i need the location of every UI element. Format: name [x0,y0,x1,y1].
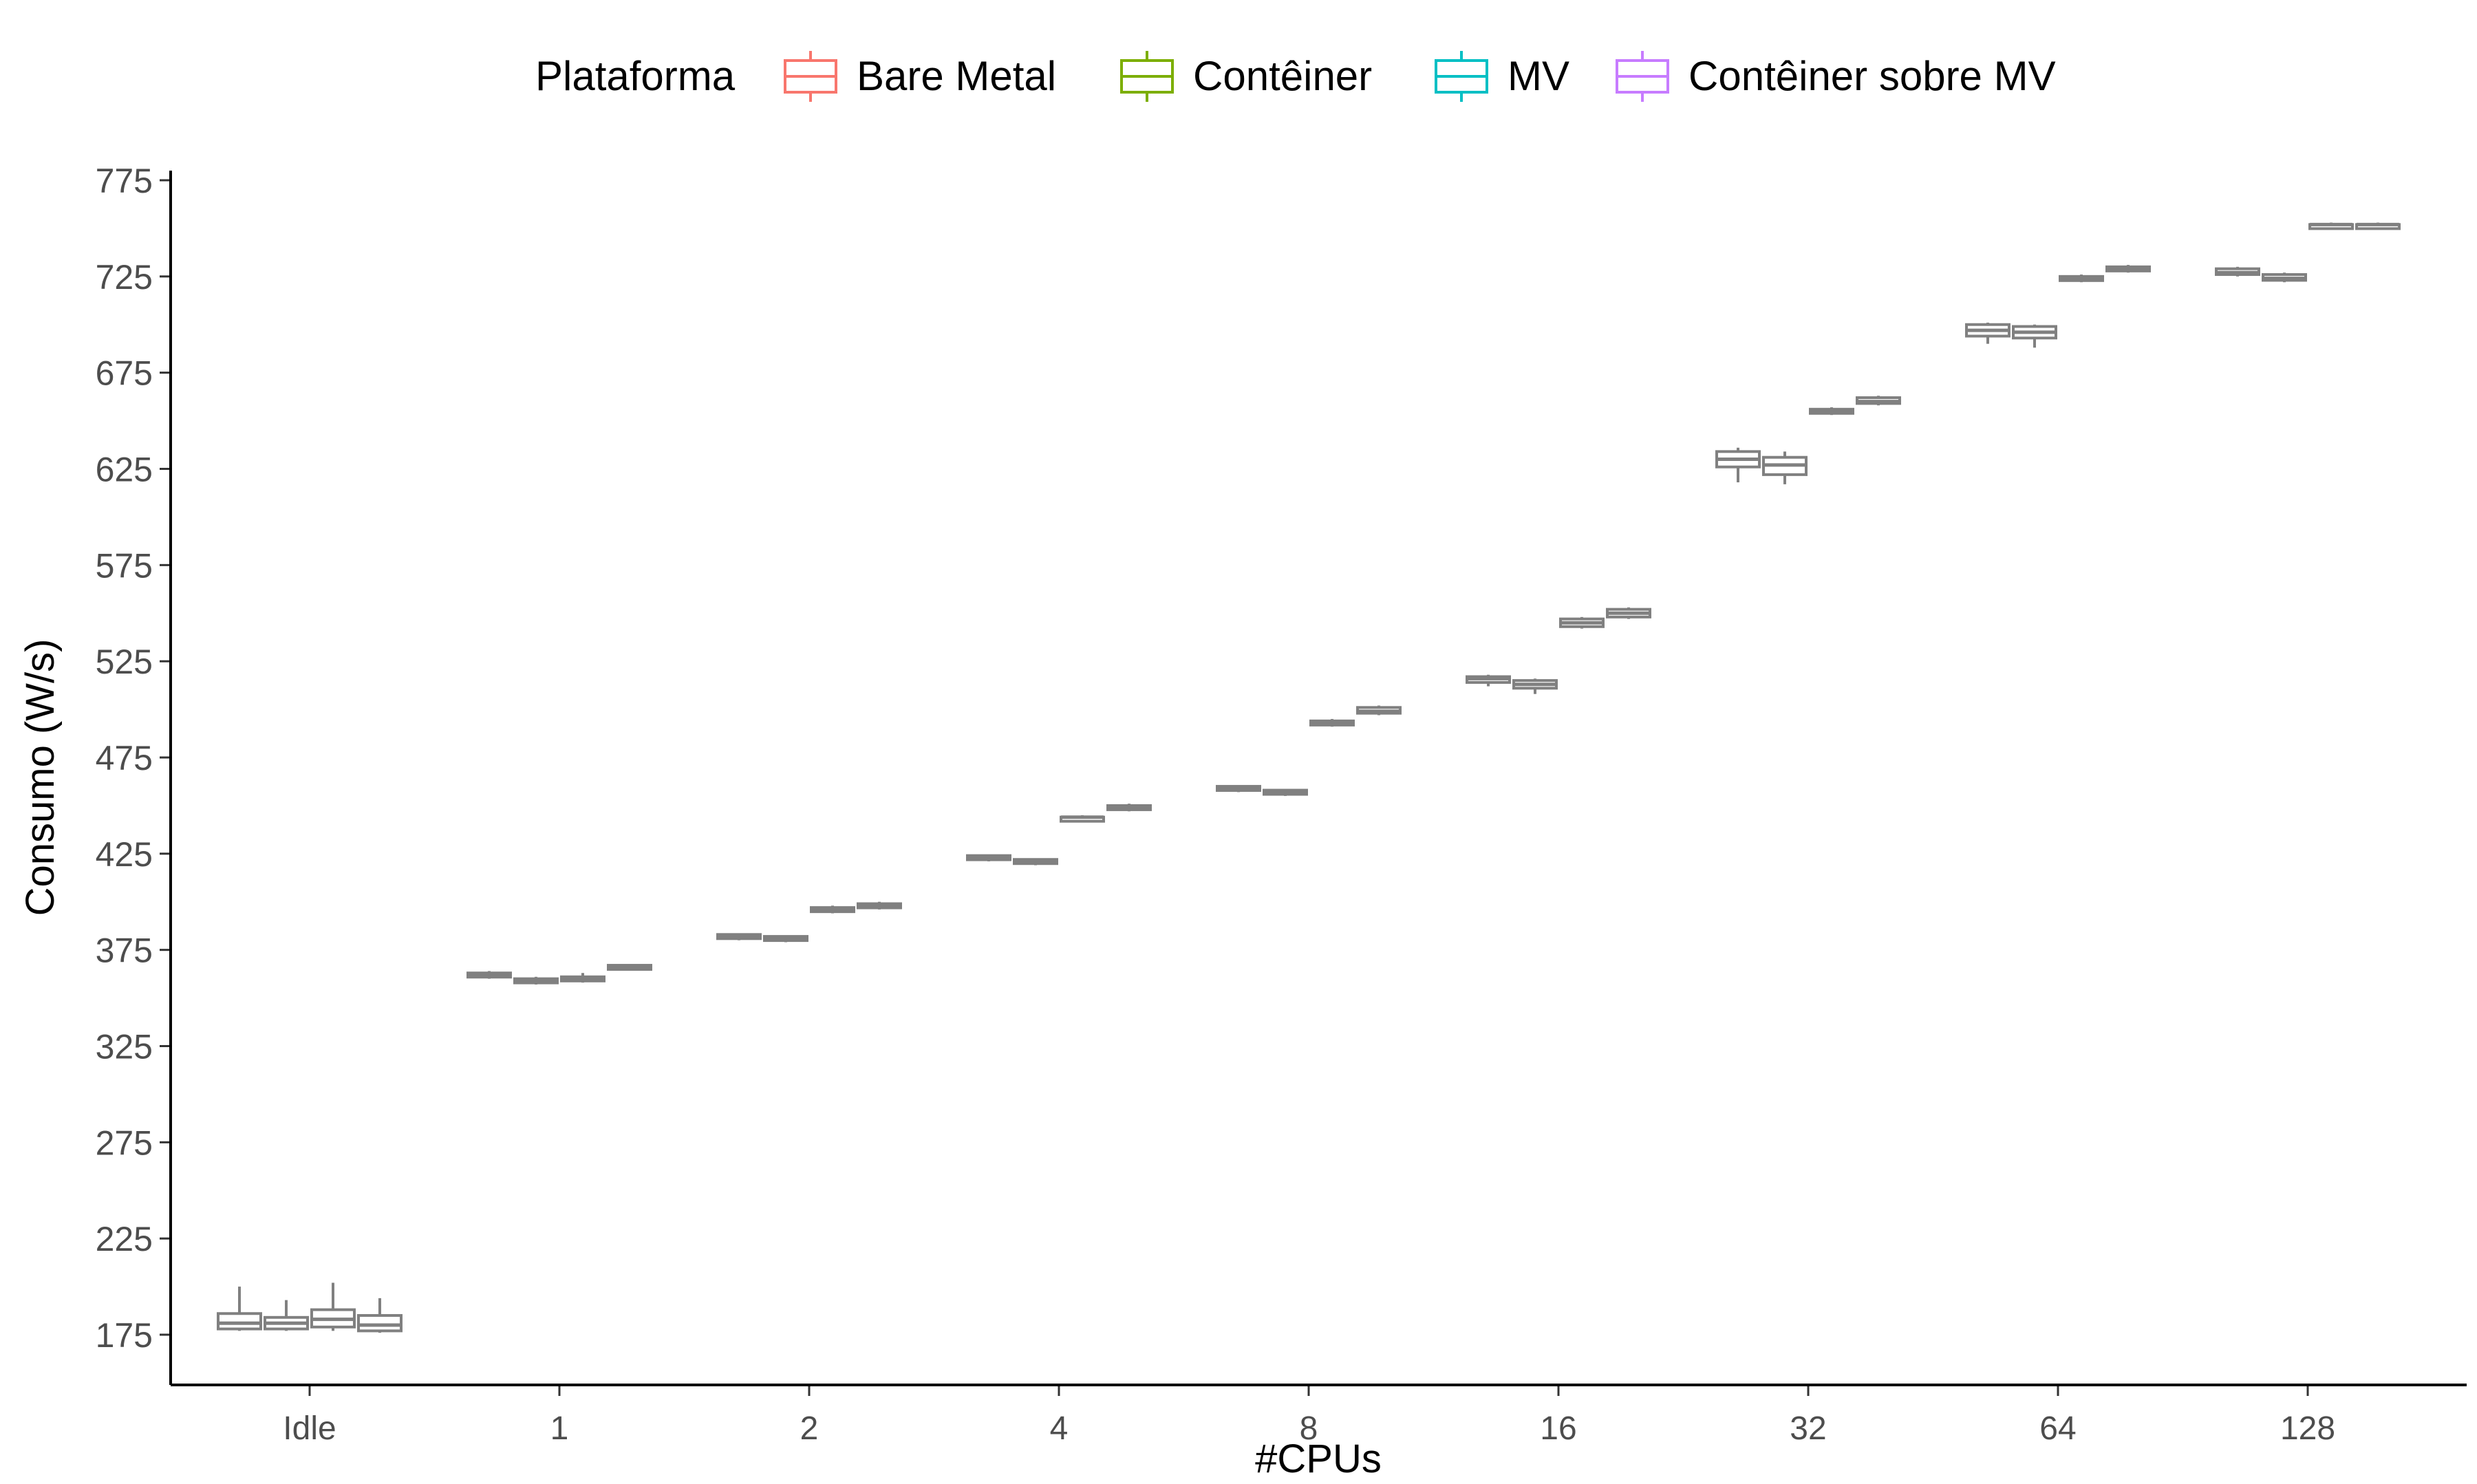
legend-label: Bare Metal [857,53,1056,99]
y-tick-label: 225 [96,1220,153,1258]
box-1-2 [560,973,605,983]
y-tick-label: 425 [96,835,153,874]
y-tick-label: 475 [96,739,153,777]
x-axis-title: #CPUs [1255,1437,1382,1481]
x-tick-label: 8 [1300,1410,1318,1447]
legend-item: Contêiner sobre MV [1616,51,2056,102]
box-8-0 [1216,784,1261,793]
x-tick-label: 16 [1540,1410,1576,1447]
y-tick-label: 525 [96,643,153,681]
box-8-2 [1309,719,1355,727]
box-1-3 [607,964,652,971]
legend-item: Bare Metal [784,51,1056,102]
box-128-3 [2355,222,2401,230]
box-32-1 [1762,451,1808,484]
box-2-1 [763,935,808,943]
box-8-3 [1356,705,1402,716]
legend-item: Contêiner [1120,51,1372,102]
x-tick-label: 2 [800,1410,819,1447]
box-64-1 [2012,324,2057,348]
legend-label: Contêiner sobre MV [1688,53,2056,99]
y-tick-label: 375 [96,932,153,970]
x-tick-label: 64 [2039,1410,2076,1447]
y-tick-label: 625 [96,451,153,489]
y-tick-label: 175 [96,1316,153,1355]
box-Idle-2 [310,1282,356,1331]
box-4-3 [1106,804,1152,812]
box-32-3 [1856,396,1901,406]
box-16-2 [1559,616,1605,629]
x-tick-label: 1 [550,1410,569,1447]
box-1-0 [467,971,512,979]
y-tick-label: 725 [96,258,153,297]
y-axis-title: Consumo (W/s) [18,639,63,916]
box-64-2 [2059,275,2104,283]
boxes-layer [217,222,2401,1333]
x-tick-label: Idle [283,1410,336,1447]
legend-title: Plataforma [535,53,736,99]
box-body [217,1312,262,1331]
box-8-1 [1263,788,1308,796]
y-tick-label: 325 [96,1028,153,1066]
box-1-1 [513,976,559,985]
box-32-0 [1715,447,1761,483]
legend-label: Contêiner [1193,53,1372,99]
box-128-0 [2215,266,2260,277]
x-tick-label: 4 [1050,1410,1069,1447]
x-tick-label: 128 [2280,1410,2335,1447]
box-Idle-0 [217,1287,262,1331]
legend: Plataforma Bare Metal Contêiner MV Contêine… [535,51,2056,102]
box-4-0 [966,854,1011,862]
box-Idle-1 [264,1300,309,1331]
box-64-0 [1965,322,2010,344]
y-axis-ticks: 175 225 275 325 375 425 475 525 575 625 675 725 775 [96,162,171,1355]
box-16-0 [1466,674,1511,687]
y-tick-label: 275 [96,1123,153,1162]
box-body [357,1314,403,1333]
box-128-1 [2262,272,2307,283]
y-tick-label: 675 [96,354,153,393]
legend-label: MV [1508,53,1569,99]
y-tick-label: 575 [96,546,153,585]
box-Idle-3 [357,1298,403,1333]
legend-items: Bare Metal Contêiner MV Contêiner sobre MV [784,51,2056,102]
box-16-3 [1606,607,1651,619]
x-tick-label: 32 [1790,1410,1826,1447]
box-2-2 [810,905,855,914]
legend-item: MV [1435,51,1569,102]
box-32-2 [1809,407,1854,416]
box-64-3 [2105,265,2151,273]
box-2-3 [857,901,902,910]
y-tick-label: 775 [96,162,153,200]
box-16-1 [1512,678,1558,694]
box-128-2 [2308,222,2354,230]
box-4-1 [1013,858,1058,865]
box-4-2 [1060,815,1105,823]
x-axis-ticks: Idle 1 2 4 8 16 32 64 128 [283,1385,2335,1447]
box-2-0 [716,933,762,940]
